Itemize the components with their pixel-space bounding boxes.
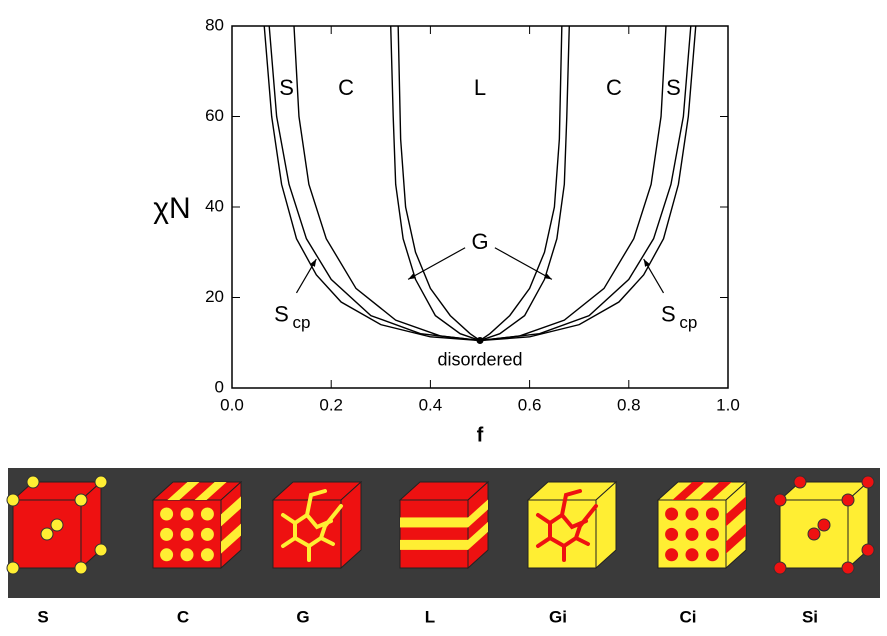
sphere [862,544,874,556]
cylinder-end [160,548,173,561]
sphere [51,519,63,531]
y-tick-label: 0 [215,377,224,396]
lamella [400,517,468,527]
region-label: disordered [437,350,522,370]
y-tick-label: 40 [205,196,224,215]
sphere [7,562,19,574]
sphere [794,476,806,488]
phase-label: S [661,301,676,326]
lamella [400,540,468,550]
region-label: C [606,75,622,100]
arrow [495,248,552,280]
structure-label: Si [802,607,818,626]
arrow [408,248,465,280]
region-label: C [338,75,354,100]
sphere [75,494,87,506]
structure-icon [528,482,616,568]
x-tick-label: 0.8 [617,395,641,414]
region-label: L [474,75,486,100]
cylinder-end [665,548,678,561]
sphere [27,476,39,488]
phase-boundary [391,26,570,340]
sphere [818,519,830,531]
sphere [808,528,820,540]
y-tick-label: 80 [205,15,224,34]
phase-label-subscript: cp [293,313,311,332]
structure-icon [273,482,361,568]
cylinder-end [706,548,719,561]
cylinder-end [706,528,719,541]
cylinder-end [160,528,173,541]
cylinder-end [181,528,194,541]
cylinder-end [181,508,194,521]
sphere [41,528,53,540]
region-label: G [471,229,488,254]
x-axis-label: f [477,424,484,446]
phase-boundary [294,26,666,340]
region-label: S [279,75,294,100]
sphere [95,476,107,488]
cylinder-end [686,528,699,541]
structure-label: G [296,607,309,626]
figure: f χN 0.0 0.2 0.4 0.6 0.8 1.0 0 20 40 60 80 S C L C S Gdi… [0,0,887,631]
x-tick-label: 0.2 [319,395,343,414]
cylinder-end [706,508,719,521]
cylinder-end [686,508,699,521]
cylinder-end [181,548,194,561]
x-tick-label: 0.0 [220,395,244,414]
structure-icon [658,482,746,568]
structure-label: L [425,607,435,626]
phase-label-subscript: cp [679,313,697,332]
cylinder-end [201,528,214,541]
cube-face [400,500,468,568]
y-tick-label: 60 [205,106,224,125]
structure-icon [153,482,241,568]
structure-label: C [177,607,189,626]
y-tick-label: 20 [205,287,224,306]
structure-icon [400,482,488,568]
sphere [774,562,786,574]
cylinder-end [686,548,699,561]
sphere [862,476,874,488]
cylinder-end [160,508,173,521]
x-tick-label: 0.6 [518,395,542,414]
cylinder-end [665,508,678,521]
x-tick-label: 1.0 [716,395,740,414]
phase-label: S [274,301,289,326]
region-label: S [666,75,681,100]
cylinder-end [201,508,214,521]
cylinder-end [201,548,214,561]
sphere [842,562,854,574]
sphere [774,494,786,506]
x-tick-label: 0.4 [419,395,443,414]
y-axis-label: χN [153,192,190,225]
sphere [842,494,854,506]
structure-label: S [37,607,48,626]
cylinder-end [665,528,678,541]
sphere [7,494,19,506]
sphere [75,562,87,574]
structure-label: Gi [549,607,567,626]
phase-boundary [264,26,696,340]
critical-point [477,337,484,344]
sphere [95,544,107,556]
structure-label: Ci [680,607,697,626]
